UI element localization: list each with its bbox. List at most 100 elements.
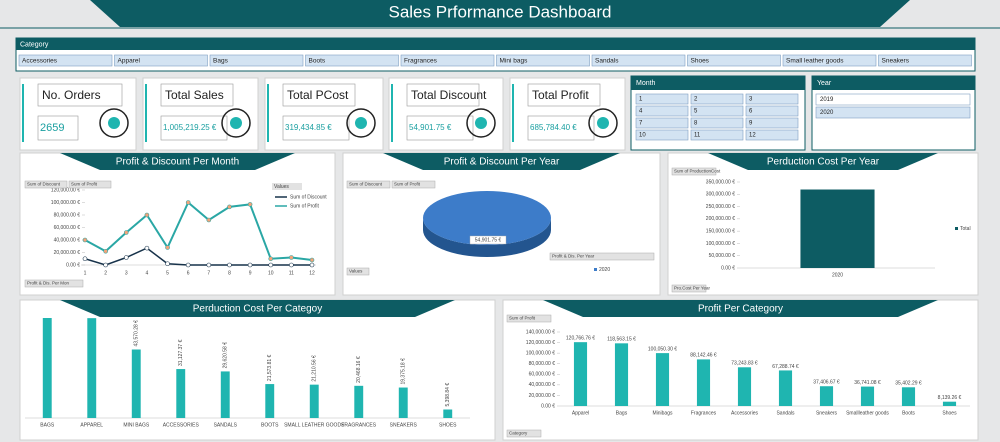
field-button[interactable] xyxy=(68,180,112,189)
slicer-button-label: 2 xyxy=(694,97,698,103)
x-tick-label: Minibags xyxy=(652,410,673,416)
slicer-button-label: Apparel xyxy=(118,58,141,65)
kpi-accent xyxy=(267,84,269,142)
field-button[interactable] xyxy=(24,279,84,288)
bar xyxy=(443,409,453,418)
slicer-button[interactable] xyxy=(635,93,689,105)
slicer-button[interactable] xyxy=(745,117,799,129)
slicer-button[interactable] xyxy=(815,93,971,106)
chart-title-banner xyxy=(708,153,938,170)
y-tick-label: 0.00 € xyxy=(66,262,80,268)
slicer-button[interactable] xyxy=(687,54,781,67)
y-tick-label: 40,000.00 € xyxy=(529,382,556,388)
slicer-button[interactable] xyxy=(782,54,877,67)
legend-title: Values xyxy=(274,184,289,190)
bar xyxy=(614,343,629,406)
y-tick-label: 0.00 € xyxy=(541,403,555,409)
slicer-button[interactable] xyxy=(635,117,689,129)
x-tick-label: Shoes xyxy=(942,410,957,416)
slicer-button[interactable] xyxy=(635,105,689,117)
kpi-label: Total Discount xyxy=(411,88,487,102)
field-button[interactable] xyxy=(549,252,655,261)
slicer-button[interactable] xyxy=(690,105,744,117)
field-button[interactable] xyxy=(506,429,542,438)
x-tick-label: 3 xyxy=(125,270,128,276)
slicer-button[interactable] xyxy=(690,93,744,105)
y-tick-label: 50,000.00 € xyxy=(709,253,736,259)
x-tick-label: 2 xyxy=(104,270,107,276)
legend-swatch xyxy=(955,227,958,230)
data-label: 31,127.37 € xyxy=(178,339,184,366)
data-label: 36,741.08 € xyxy=(854,380,881,386)
point-marker xyxy=(82,256,88,262)
slicer-button[interactable] xyxy=(591,54,686,67)
field-button[interactable] xyxy=(671,167,717,176)
slicer-button[interactable] xyxy=(745,105,799,117)
slicer-button-label: Sandals xyxy=(595,58,619,65)
point-marker xyxy=(185,262,191,268)
slicer-button-label: Sneakers xyxy=(882,58,910,65)
dashboard-title: Sales Prformance Dashboard xyxy=(388,2,611,21)
point-marker xyxy=(227,262,232,268)
field-button-label: Profit & Dis. Per Mon xyxy=(27,281,70,286)
slicer-button-label: Accessories xyxy=(22,58,58,65)
slicer-button[interactable] xyxy=(305,54,399,67)
x-tick-label: 1 xyxy=(84,270,87,276)
slicer-button[interactable] xyxy=(745,129,799,141)
point-marker xyxy=(123,255,129,260)
kpi-value: 1,005,219.25 € xyxy=(163,123,217,132)
point-marker xyxy=(309,257,315,263)
bar xyxy=(354,385,364,418)
slicer-button[interactable] xyxy=(496,54,590,67)
bar xyxy=(176,369,186,418)
field-button[interactable] xyxy=(391,180,436,189)
x-tick-label: Apparel xyxy=(572,410,589,416)
kpi-label: No. Orders xyxy=(42,88,101,102)
kpi-icon-dot xyxy=(108,117,120,129)
kpi-value-box xyxy=(160,115,228,141)
slicer-button[interactable] xyxy=(18,54,113,67)
x-tick-label: FRAGRANCES xyxy=(341,422,376,428)
point-marker xyxy=(206,217,212,223)
slicer-button[interactable] xyxy=(745,93,799,105)
y-tick-label: 0.00 € xyxy=(721,265,735,271)
data-label: 100,050.30 € xyxy=(648,346,677,352)
kpi-value-box xyxy=(406,115,474,141)
slicer-button-label: 9 xyxy=(749,121,753,127)
x-tick-label: 9 xyxy=(249,270,252,276)
point-marker xyxy=(165,245,170,250)
slicer-button-label: Bags xyxy=(213,58,229,65)
field-button[interactable] xyxy=(346,180,391,189)
field-button[interactable] xyxy=(506,314,552,323)
data-label: 21,573.81 € xyxy=(267,354,273,381)
slicer-button-label: Mini bags xyxy=(500,58,529,65)
y-tick-label: 80,000.00 € xyxy=(529,361,556,367)
x-tick-label: MINI BAGS xyxy=(123,422,150,428)
slicer-button-label: 2019 xyxy=(820,97,834,103)
point-marker xyxy=(144,212,150,218)
field-button[interactable] xyxy=(346,267,370,276)
kpi-icon-dot xyxy=(597,117,609,129)
slicer-button-label: 11 xyxy=(694,133,701,139)
point-marker xyxy=(144,245,150,251)
field-button-label: Profit & Dis. Per Year xyxy=(552,254,595,259)
slicer-button[interactable] xyxy=(690,129,744,141)
slicer-button[interactable] xyxy=(815,106,971,119)
field-button-label: Values xyxy=(349,269,363,274)
chart-title-banner xyxy=(543,300,938,317)
slicer-button[interactable] xyxy=(878,54,972,67)
bar xyxy=(87,318,97,418)
slicer-button[interactable] xyxy=(209,54,304,67)
slicer-button[interactable] xyxy=(635,129,689,141)
slicer-button[interactable] xyxy=(400,54,495,67)
field-button[interactable] xyxy=(24,180,68,189)
data-label: 43,570.28 € xyxy=(134,320,140,347)
slicer-button-label: Fragrances xyxy=(404,58,438,65)
slicer-button[interactable] xyxy=(114,54,208,67)
slicer-button[interactable] xyxy=(690,117,744,129)
y-tick-label: 100,000.00 € xyxy=(706,241,735,247)
kpi-value-box xyxy=(37,115,79,141)
field-button[interactable] xyxy=(671,284,707,293)
point-marker xyxy=(185,200,191,205)
